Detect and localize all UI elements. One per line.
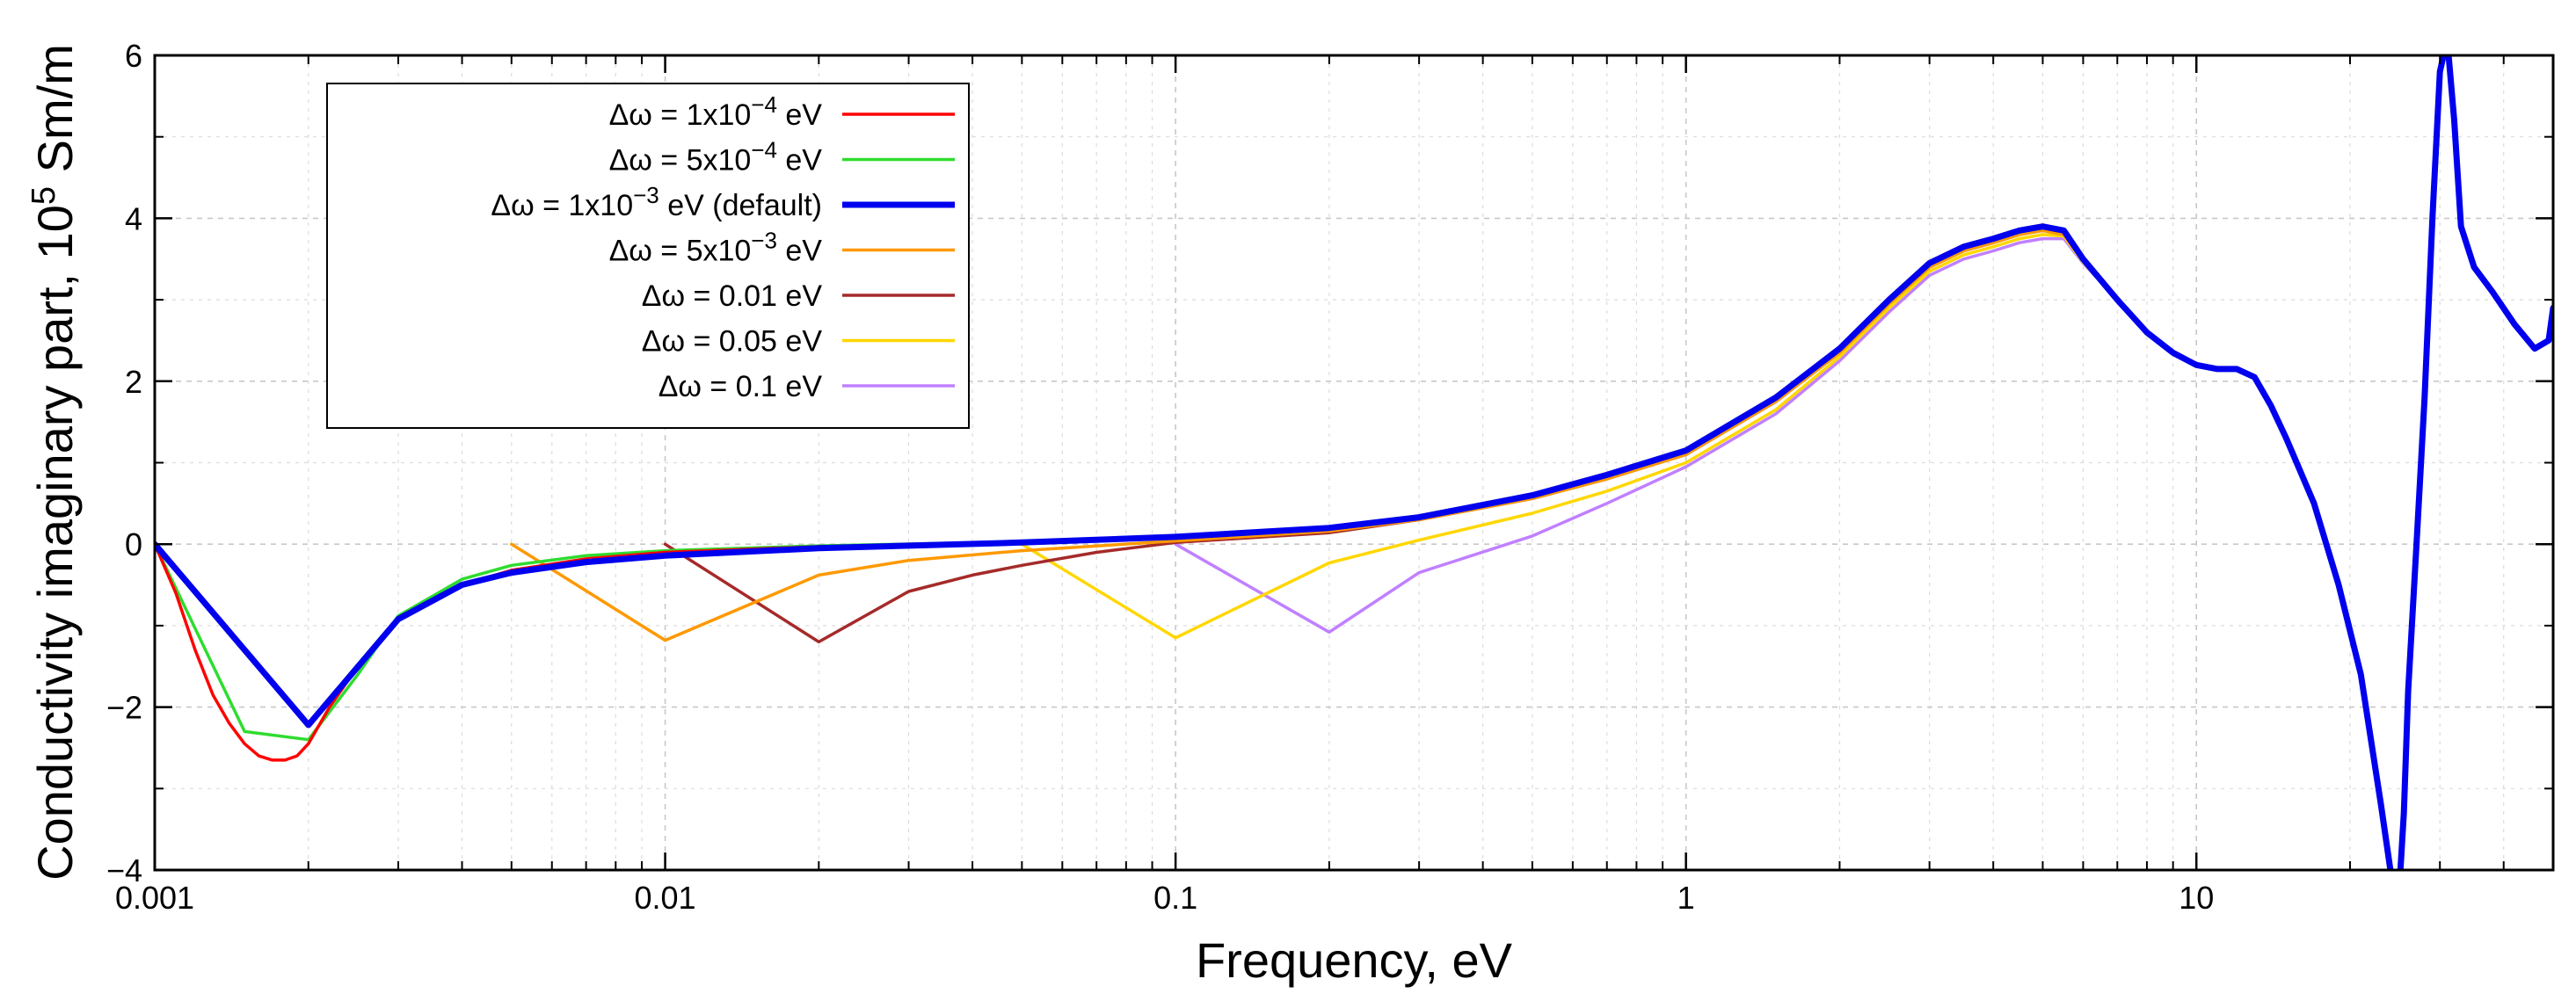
grid — [154, 55, 2554, 870]
y-axis-title-main: Conductivity imaginary part, 10 — [27, 205, 83, 881]
y-tick-label: 0 — [125, 526, 142, 562]
y-tick-label: −2 — [106, 690, 142, 726]
y-tick-label: 6 — [125, 38, 142, 74]
legend-label-5: Δω = 0.05 eV — [642, 325, 823, 359]
series-line-5 — [1020, 55, 2553, 870]
legend-label-6: Δω = 0.1 eV — [659, 370, 823, 403]
y-axis-title: Conductivity imaginary part, 105 Sm/m — [25, 44, 83, 881]
series-line-6 — [1174, 55, 2553, 870]
series-layer — [155, 55, 2553, 870]
y-axis-title-sup: 5 — [25, 186, 62, 205]
x-tick-label: 1 — [1677, 880, 1695, 916]
y-tick-label: 2 — [125, 364, 142, 400]
x-axis-title: Frequency, eV — [1196, 932, 1513, 988]
legend-label-4: Δω = 0.01 eV — [642, 279, 823, 313]
x-tick-label: 0.01 — [635, 880, 696, 916]
x-tick-label: 0.1 — [1153, 880, 1197, 916]
x-tick-label: 10 — [2179, 880, 2214, 916]
legend-label-2: Δω = 1x10−3 eV (default) — [491, 182, 822, 222]
ticks — [153, 54, 2554, 872]
legend-label-0: Δω = 1x10−4 eV — [609, 91, 823, 132]
series-line-2 — [155, 55, 2553, 870]
y-axis-title-unit: Sm/m — [27, 44, 83, 186]
legend-label-3: Δω = 5x10−3 eV — [609, 228, 823, 268]
legend-label-1: Δω = 5x10−4 eV — [609, 137, 823, 178]
y-tick-label: −4 — [106, 852, 142, 888]
y-tick-label: 4 — [125, 200, 142, 236]
tick-labels: 0.001 0.01 0.1 1 10 −4 −2 0 2 4 6 — [106, 38, 2214, 916]
x-tick-label: 0.001 — [115, 880, 194, 916]
legend-box — [326, 83, 970, 429]
